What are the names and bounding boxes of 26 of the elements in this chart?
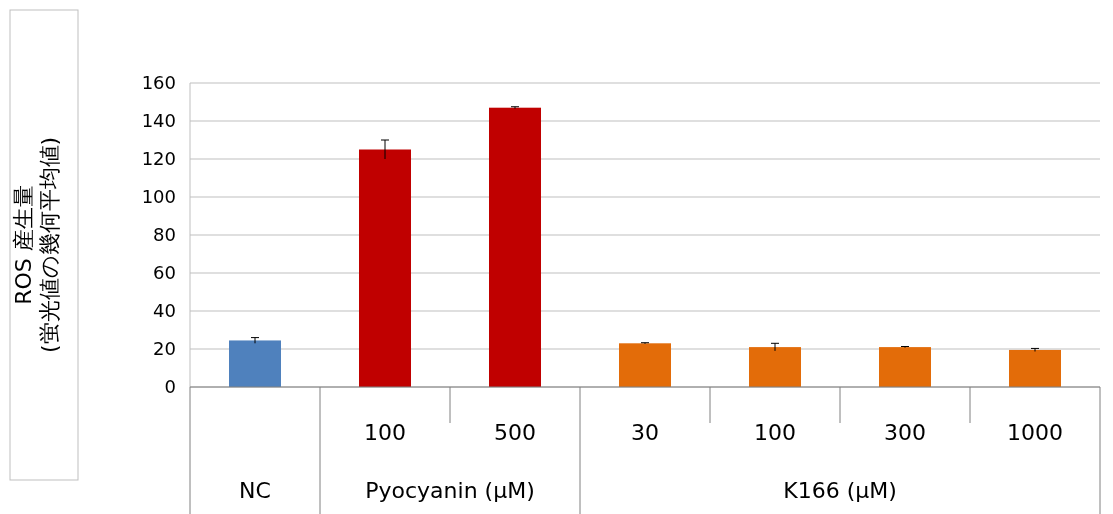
x-tick-label: 30 bbox=[631, 420, 659, 445]
x-tick-label: 100 bbox=[754, 420, 796, 445]
x-tick-label: 1000 bbox=[1007, 420, 1063, 445]
x-tick-label: 300 bbox=[884, 420, 926, 445]
y-axis-title: ROS 産生量 (蛍光値の幾何平均値) bbox=[11, 136, 62, 354]
text: K166 (μM) bbox=[783, 478, 897, 503]
bar bbox=[489, 107, 541, 387]
y-tick-label: 100 bbox=[141, 186, 176, 208]
y-tick-label: 60 bbox=[153, 262, 176, 284]
y-tick-label: 80 bbox=[153, 224, 176, 246]
y-tick-label: 40 bbox=[153, 300, 176, 322]
text: Pyocyanin (μM) bbox=[365, 478, 535, 503]
bar bbox=[1009, 349, 1061, 387]
bar bbox=[359, 149, 411, 387]
y-tick-label: 20 bbox=[153, 338, 176, 360]
x-tick-label: 100 bbox=[364, 420, 406, 445]
bar bbox=[229, 340, 281, 387]
bar bbox=[749, 347, 801, 387]
y-tick-label: 0 bbox=[164, 376, 176, 398]
bar bbox=[879, 347, 931, 387]
bar bbox=[619, 343, 671, 387]
y-tick-label: 140 bbox=[141, 110, 176, 132]
text: NC bbox=[239, 478, 271, 503]
y-tick-label: 160 bbox=[141, 72, 176, 94]
y-tick-label: 120 bbox=[141, 148, 176, 170]
x-tick-label: 500 bbox=[494, 420, 536, 445]
